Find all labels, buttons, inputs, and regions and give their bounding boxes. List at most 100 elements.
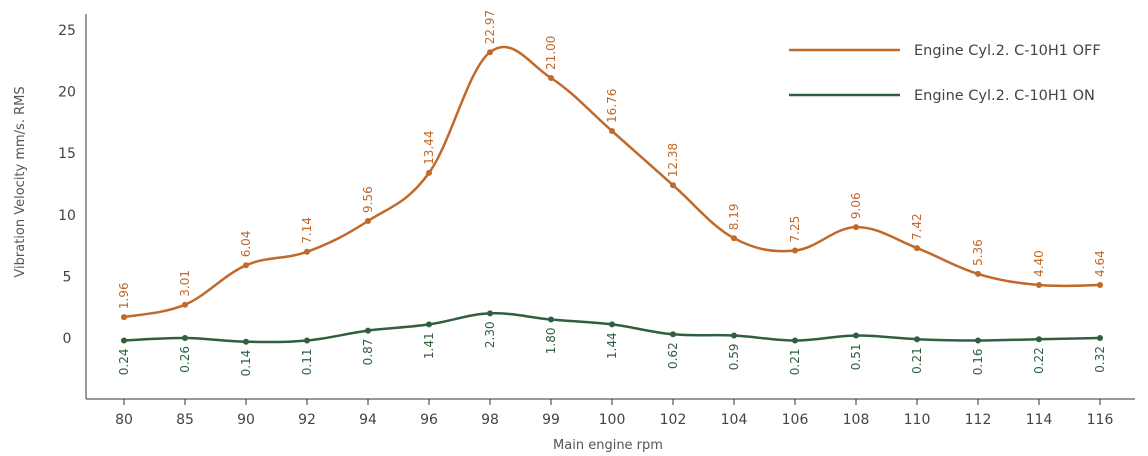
data-point bbox=[975, 337, 981, 344]
data-label: 21.00 bbox=[544, 36, 558, 70]
data-label: 22.97 bbox=[483, 10, 497, 44]
x-tick-label: 104 bbox=[721, 412, 748, 428]
x-tick-label: 85 bbox=[176, 412, 194, 428]
x-tick-label: 98 bbox=[481, 412, 499, 428]
data-label: 7.14 bbox=[300, 217, 314, 244]
data-point bbox=[731, 332, 737, 339]
data-label: 7.25 bbox=[788, 216, 802, 243]
data-point bbox=[914, 245, 920, 252]
data-label: 1.41 bbox=[422, 332, 436, 359]
data-point bbox=[243, 338, 249, 345]
legend-label-off: Engine Cyl.2. C-10H1 OFF bbox=[914, 43, 1101, 59]
y-tick-label: 0 bbox=[63, 331, 72, 347]
data-label: 0.22 bbox=[1032, 347, 1046, 374]
data-point bbox=[1097, 335, 1103, 341]
data-point bbox=[121, 337, 127, 344]
y-axis-title: Vibration Velocity mm/s. RMS bbox=[13, 86, 28, 277]
data-label: 3.01 bbox=[178, 270, 192, 297]
data-label: 0.87 bbox=[361, 339, 375, 366]
data-point bbox=[426, 169, 432, 176]
data-label: 0.21 bbox=[910, 347, 924, 374]
series-layer: 1.96 3.01 6.04 7.14 9.56 13.44 22.97 21.00 16.76… bbox=[117, 10, 1107, 377]
data-point bbox=[670, 182, 676, 189]
data-label: 1.96 bbox=[117, 282, 131, 309]
data-label: 9.06 bbox=[849, 192, 863, 219]
data-point bbox=[853, 332, 859, 339]
data-point bbox=[792, 337, 798, 344]
data-point bbox=[731, 235, 737, 242]
y-tick-label: 15 bbox=[58, 146, 76, 162]
data-label: 0.32 bbox=[1093, 346, 1107, 373]
series-on: 0.24 0.26 0.14 0.11 0.87 1.41 2.30 1.80 1.44 0.62… bbox=[117, 310, 1107, 376]
legend-label-on: Engine Cyl.2. C-10H1 ON bbox=[914, 88, 1095, 104]
data-label: 0.26 bbox=[178, 346, 192, 373]
data-point bbox=[548, 75, 554, 81]
data-point bbox=[121, 314, 127, 321]
data-label: 0.14 bbox=[239, 350, 253, 377]
data-point bbox=[670, 331, 676, 338]
x-tick-label: 112 bbox=[965, 412, 992, 428]
data-point bbox=[609, 128, 615, 134]
x-tick-label: 90 bbox=[237, 412, 255, 428]
data-label: 12.38 bbox=[666, 143, 680, 177]
y-tick-label: 20 bbox=[58, 85, 76, 101]
y-axis-ticks: 0 5 10 15 20 25 bbox=[58, 23, 76, 347]
x-tick-label: 110 bbox=[904, 412, 931, 428]
data-point bbox=[1036, 336, 1042, 343]
data-label: 9.56 bbox=[361, 186, 375, 213]
data-point bbox=[304, 248, 310, 255]
series-off: 1.96 3.01 6.04 7.14 9.56 13.44 22.97 21.00 16.76… bbox=[117, 10, 1107, 321]
data-point bbox=[1036, 282, 1042, 288]
data-point bbox=[243, 262, 249, 269]
x-tick-label: 80 bbox=[115, 412, 133, 428]
data-label: 1.80 bbox=[544, 328, 558, 355]
data-point bbox=[975, 270, 981, 277]
x-tick-label: 96 bbox=[420, 412, 438, 428]
x-axis-title: Main engine rpm bbox=[553, 438, 663, 453]
data-point bbox=[182, 301, 188, 308]
data-label: 0.11 bbox=[300, 349, 314, 376]
x-tick-label: 94 bbox=[359, 412, 377, 428]
data-point bbox=[182, 335, 188, 341]
data-point bbox=[487, 49, 493, 56]
x-tick-label: 114 bbox=[1026, 412, 1053, 428]
data-label: 0.21 bbox=[788, 349, 802, 376]
y-tick-label: 25 bbox=[58, 23, 76, 39]
data-point bbox=[792, 247, 798, 254]
data-point bbox=[487, 310, 493, 317]
x-tick-label: 92 bbox=[298, 412, 316, 428]
data-point bbox=[426, 321, 432, 328]
data-label: 1.44 bbox=[605, 332, 619, 359]
data-label: 4.64 bbox=[1093, 250, 1107, 277]
data-point bbox=[914, 336, 920, 343]
x-tick-label: 100 bbox=[599, 412, 626, 428]
data-label: 7.42 bbox=[910, 213, 924, 240]
data-label: 4.40 bbox=[1032, 250, 1046, 277]
data-label: 6.04 bbox=[239, 231, 253, 258]
data-label: 0.62 bbox=[666, 342, 680, 369]
data-label: 0.16 bbox=[971, 349, 985, 376]
x-tick-label: 106 bbox=[782, 412, 809, 428]
y-tick-label: 5 bbox=[63, 269, 72, 285]
data-label: 13.44 bbox=[422, 131, 436, 165]
data-label: 2.30 bbox=[483, 321, 497, 348]
x-tick-label: 99 bbox=[542, 412, 560, 428]
data-label: 0.24 bbox=[117, 349, 131, 376]
data-point bbox=[365, 327, 371, 334]
y-tick-label: 10 bbox=[58, 208, 76, 224]
data-point bbox=[304, 337, 310, 344]
data-label: 5.36 bbox=[971, 239, 985, 266]
data-label: 0.51 bbox=[849, 344, 863, 371]
data-point bbox=[853, 224, 859, 231]
x-tick-label: 116 bbox=[1087, 412, 1114, 428]
data-label: 8.19 bbox=[727, 203, 741, 230]
legend: Engine Cyl.2. C-10H1 OFF Engine Cyl.2. C… bbox=[789, 43, 1101, 104]
data-point bbox=[1097, 282, 1103, 288]
data-label: 16.76 bbox=[605, 89, 619, 123]
data-point bbox=[365, 218, 371, 224]
data-point bbox=[609, 321, 615, 328]
x-axis-ticks: 80 85 90 92 94 96 98 99 100 102 104 106 108 110 112 114… bbox=[115, 399, 1113, 428]
x-tick-label: 108 bbox=[843, 412, 870, 428]
data-label: 0.59 bbox=[727, 344, 741, 371]
